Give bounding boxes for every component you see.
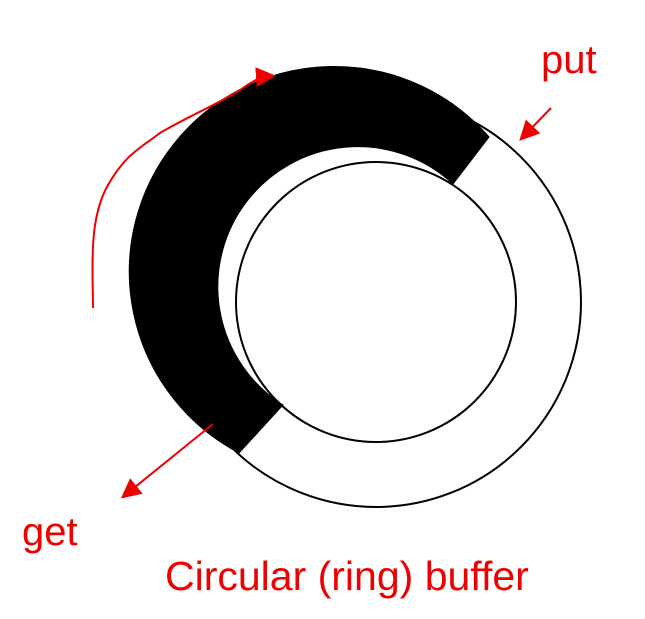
diagram-caption: Circular (ring) buffer xyxy=(165,553,529,599)
put-label: put xyxy=(541,38,597,82)
get-pointer-arrow xyxy=(120,423,214,499)
ring-filled-segment xyxy=(128,65,490,454)
get-label: get xyxy=(22,510,78,554)
rotation-direction-arrow xyxy=(91,67,276,309)
put-pointer-arrow xyxy=(519,107,552,141)
ring-inner-boundary xyxy=(235,161,517,443)
